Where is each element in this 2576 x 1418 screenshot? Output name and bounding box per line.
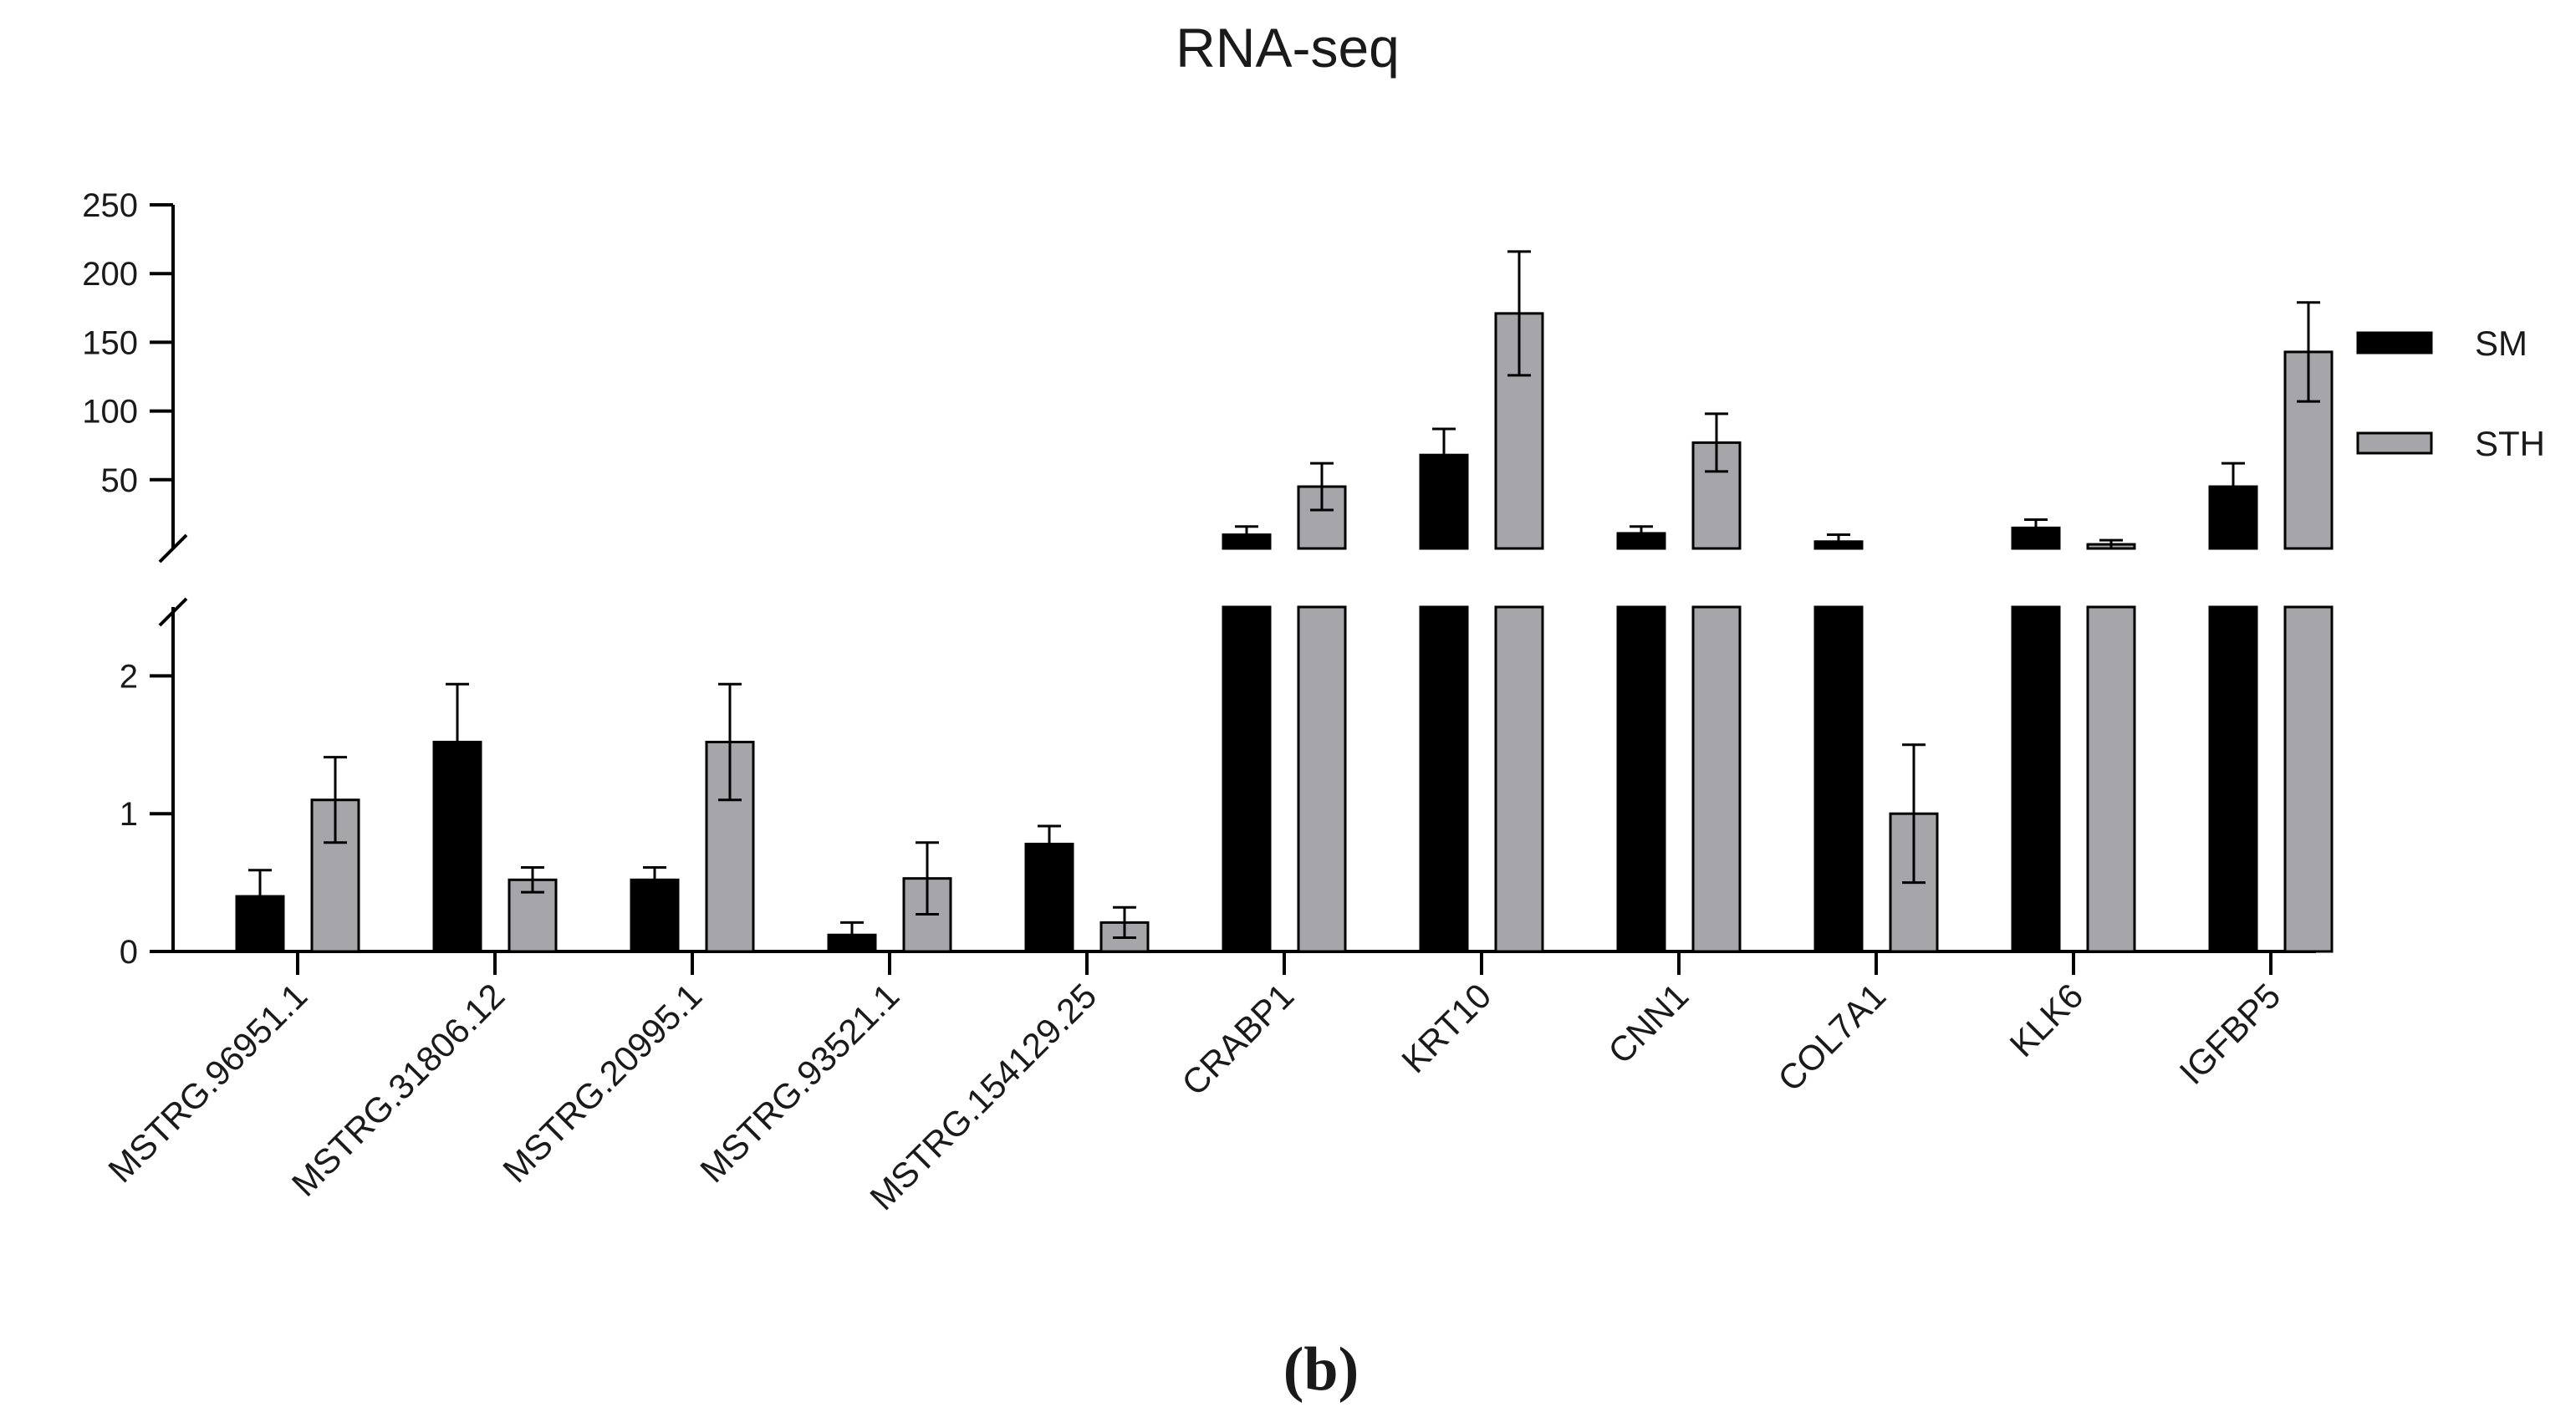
chart-title: RNA-seq [1176, 17, 1400, 79]
bar-sth [2086, 538, 2136, 953]
x-tick-label: KRT10 [1394, 976, 1498, 1080]
x-tick-label: CRABP1 [1174, 976, 1301, 1103]
legend-swatch [2356, 431, 2433, 455]
bar-sth [310, 756, 360, 953]
bar-lower-segment [1616, 605, 1666, 953]
x-tick-label: COL7A1 [1770, 976, 1893, 1099]
bar-sm [1616, 525, 1666, 953]
bar-sm [630, 865, 680, 953]
legend: SM STH [2356, 324, 2545, 463]
bar-sth [902, 841, 952, 953]
bar-sth [1494, 250, 1544, 953]
x-tick-label: MSTRG.154129.25 [862, 976, 1104, 1217]
bar-sm [1419, 427, 1469, 953]
legend-item-sm: SM [2356, 324, 2528, 363]
bar-lower-segment [1494, 605, 1544, 953]
bar-lower-segment [1813, 605, 1864, 953]
bar-sth [2283, 301, 2334, 953]
y-tick-label: 200 [82, 256, 138, 293]
bar-sth [1297, 462, 1347, 953]
bar-sm [827, 921, 877, 953]
bar-sm [2011, 518, 2061, 953]
legend-label: SM [2475, 324, 2528, 363]
x-tick-label: CNN1 [1600, 976, 1696, 1071]
panel-label: (b) [1283, 1335, 1359, 1404]
x-tick-label: MSTRG.31806.12 [284, 976, 513, 1204]
bar-sth [508, 865, 558, 953]
y-tick-label: 1 [120, 796, 138, 833]
y-tick-label: 0 [120, 934, 138, 971]
bars [235, 250, 2334, 953]
bar-lower-segment [1222, 605, 1272, 953]
bar-sm [1813, 533, 1864, 953]
legend-label: STH [2475, 424, 2545, 463]
axis-break-mark-upper [158, 533, 188, 564]
y-tick-label: 100 [82, 394, 138, 431]
y-tick-label: 250 [82, 187, 138, 224]
bar-sth [1691, 412, 1742, 953]
bar-lower-segment [2208, 605, 2258, 953]
bar-lower-segment [1297, 605, 1347, 953]
bar-sth [1099, 905, 1150, 953]
bar-lower-segment [2011, 605, 2061, 953]
bar-sm [432, 682, 482, 953]
bar-sm [1222, 525, 1272, 953]
bar-sth [1889, 743, 1939, 953]
bar-sm [2208, 462, 2258, 953]
y-tick-label: 150 [82, 324, 138, 361]
axes: 01250100150200250MSTRG.96951.1MSTRG.3180… [82, 187, 2316, 1217]
y-tick-label: 2 [120, 658, 138, 695]
legend-item-sth: STH [2356, 424, 2545, 463]
legend-swatch [2356, 331, 2433, 354]
x-tick-label: MSTRG.93521.1 [692, 976, 906, 1190]
bar-lower-segment [2283, 605, 2334, 953]
x-tick-label: KLK6 [2002, 976, 2090, 1064]
axis-break-mark-lower [158, 597, 188, 627]
y-tick-label: 50 [101, 462, 139, 499]
bar-sth [705, 682, 755, 953]
bar-sm [235, 869, 285, 953]
bar-lower-segment [1419, 605, 1469, 953]
x-tick-label: MSTRG.20995.1 [495, 976, 709, 1190]
bar-sm [1024, 824, 1074, 953]
bar-lower-segment [2086, 605, 2136, 953]
bar-lower-segment [1691, 605, 1742, 953]
x-tick-label: IGFBP5 [2171, 976, 2288, 1092]
x-tick-label: MSTRG.96951.1 [100, 976, 314, 1190]
